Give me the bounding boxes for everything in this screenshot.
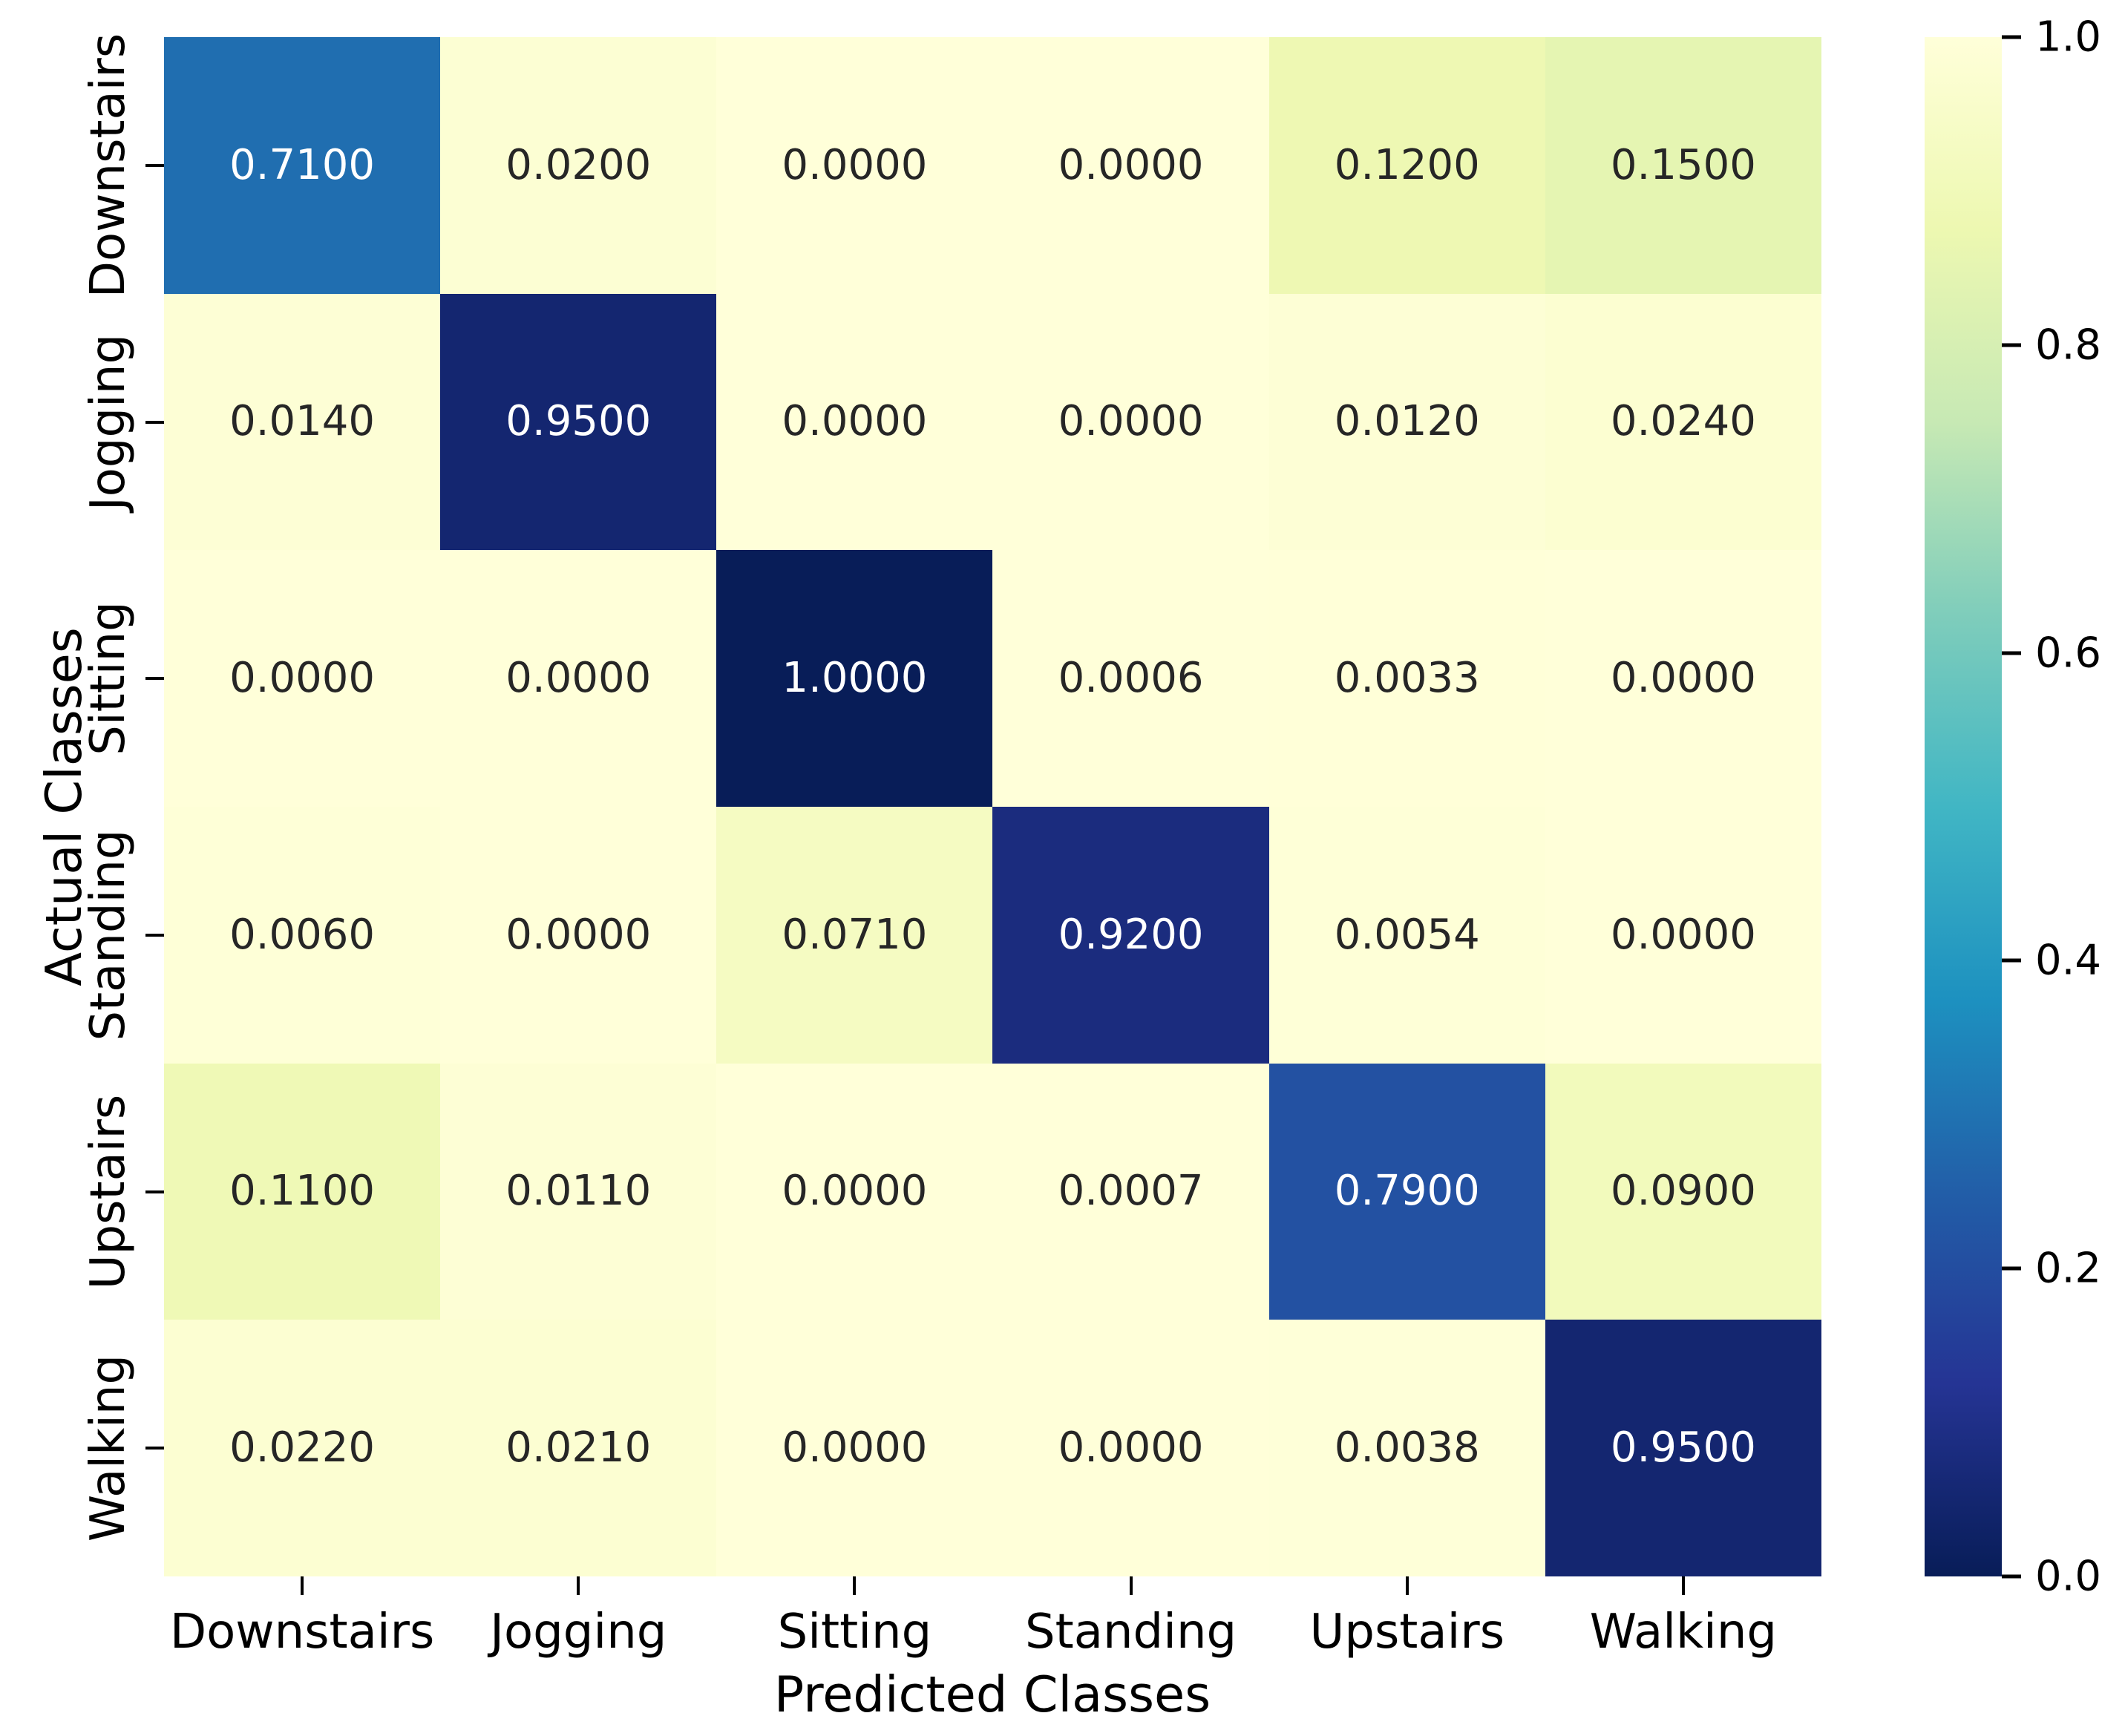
heatmap-cell-Sitting-Jogging: 0.0000 <box>440 550 717 807</box>
heatmap-cell-Jogging-Standing: 0.0000 <box>992 293 1269 551</box>
heatmap-cell-Walking-Sitting: 0.0000 <box>716 1320 993 1576</box>
y-tick-mark-Jogging <box>145 420 164 424</box>
heatmap-cell-Downstairs-Walking: 0.1500 <box>1545 37 1821 294</box>
heatmap-cell-Sitting-Standing: 0.0006 <box>992 550 1269 807</box>
colorbar-tick-label-0.8: 0.8 <box>2035 321 2102 370</box>
x-tick-label-Jogging: Jogging <box>490 1605 667 1660</box>
x-tick-mark-Upstairs <box>1405 1576 1409 1595</box>
heatmap-cell-Standing-Jogging: 0.0000 <box>440 806 717 1064</box>
heatmap-cell-Jogging-Jogging: 0.9500 <box>440 293 717 551</box>
heatmap-cell-Upstairs-Walking: 0.0900 <box>1545 1063 1821 1320</box>
heatmap-cell-Upstairs-Jogging: 0.0110 <box>440 1063 717 1320</box>
colorbar-tick-mark-0.4 <box>2002 958 2021 963</box>
x-axis-title: Predicted Classes <box>773 1665 1211 1723</box>
x-tick-label-Standing: Standing <box>1025 1605 1237 1660</box>
colorbar-tick-mark-0.0 <box>2002 1574 2021 1579</box>
colorbar-tick-label-0.6: 0.6 <box>2035 629 2102 678</box>
heatmap-cell-Sitting-Walking: 0.0000 <box>1545 550 1821 807</box>
heatmap-cell-Upstairs-Standing: 0.0007 <box>992 1063 1269 1320</box>
heatmap-grid: 0.7100 0.0200 0.0000 0.0000 0.1200 0.1500 0.01… <box>164 37 1821 1576</box>
heatmap-cell-Standing-Sitting: 0.0710 <box>716 806 993 1064</box>
heatmap-cell-Standing-Downstairs: 0.0060 <box>164 806 441 1064</box>
x-tick-mark-Sitting <box>853 1576 857 1595</box>
heatmap-cell-Jogging-Downstairs: 0.0140 <box>164 293 441 551</box>
heatmap-cell-Downstairs-Jogging: 0.0200 <box>440 37 717 294</box>
x-tick-mark-Standing <box>1129 1576 1133 1595</box>
colorbar-tick-label-0.4: 0.4 <box>2035 936 2102 985</box>
heatmap-cell-Sitting-Upstairs: 0.0033 <box>1268 550 1545 807</box>
y-tick-mark-Standing <box>145 933 164 937</box>
heatmap-cell-Downstairs-Upstairs: 0.1200 <box>1268 37 1545 294</box>
heatmap-cell-Walking-Downstairs: 0.0220 <box>164 1320 441 1576</box>
x-tick-label-Downstairs: Downstairs <box>169 1605 435 1660</box>
heatmap-cell-Walking-Jogging: 0.0210 <box>440 1320 717 1576</box>
heatmap-cell-Downstairs-Sitting: 0.0000 <box>716 37 993 294</box>
heatmap-cell-Sitting-Sitting: 1.0000 <box>716 550 993 807</box>
colorbar-tick-label-0.2: 0.2 <box>2035 1244 2102 1293</box>
heatmap-cell-Upstairs-Downstairs: 0.1100 <box>164 1063 441 1320</box>
heatmap-cell-Upstairs-Upstairs: 0.7900 <box>1268 1063 1545 1320</box>
colorbar-tick-mark-0.8 <box>2002 343 2021 347</box>
x-tick-label-Upstairs: Upstairs <box>1309 1605 1505 1660</box>
heatmap-cell-Upstairs-Sitting: 0.0000 <box>716 1063 993 1320</box>
heatmap-cell-Jogging-Walking: 0.0240 <box>1545 293 1821 551</box>
y-axis-title: Actual Classes <box>35 627 93 986</box>
colorbar <box>1925 37 2002 1576</box>
heatmap-cell-Downstairs-Downstairs: 0.7100 <box>164 37 441 294</box>
y-tick-label-Downstairs: Downstairs <box>81 33 136 298</box>
y-tick-label-Upstairs: Upstairs <box>81 1094 136 1289</box>
colorbar-tick-mark-0.6 <box>2002 651 2021 655</box>
y-tick-label-Jogging: Jogging <box>81 333 136 511</box>
x-tick-label-Walking: Walking <box>1589 1605 1778 1660</box>
heatmap-cell-Standing-Upstairs: 0.0054 <box>1268 806 1545 1064</box>
y-tick-mark-Downstairs <box>145 163 164 167</box>
heatmap-cell-Jogging-Sitting: 0.0000 <box>716 293 993 551</box>
colorbar-tick-mark-0.2 <box>2002 1266 2021 1271</box>
heatmap-cell-Walking-Standing: 0.0000 <box>992 1320 1269 1576</box>
x-tick-label-Sitting: Sitting <box>777 1605 932 1660</box>
y-tick-mark-Sitting <box>145 677 164 681</box>
heatmap-cell-Sitting-Downstairs: 0.0000 <box>164 550 441 807</box>
x-tick-mark-Walking <box>1681 1576 1685 1595</box>
heatmap-cell-Downstairs-Standing: 0.0000 <box>992 37 1269 294</box>
heatmap-cell-Walking-Walking: 0.9500 <box>1545 1320 1821 1576</box>
heatmap-cell-Standing-Standing: 0.9200 <box>992 806 1269 1064</box>
heatmap-cell-Jogging-Upstairs: 0.0120 <box>1268 293 1545 551</box>
heatmap-cell-Walking-Upstairs: 0.0038 <box>1268 1320 1545 1576</box>
x-tick-mark-Downstairs <box>301 1576 304 1595</box>
colorbar-tick-label-0.0: 0.0 <box>2035 1552 2102 1601</box>
colorbar-tick-label-1.0: 1.0 <box>2035 13 2102 62</box>
y-tick-mark-Upstairs <box>145 1190 164 1193</box>
x-tick-mark-Jogging <box>577 1576 580 1595</box>
y-tick-label-Walking: Walking <box>81 1355 136 1542</box>
y-tick-mark-Walking <box>145 1447 164 1450</box>
colorbar-tick-mark-1.0 <box>2002 35 2021 39</box>
heatmap-cell-Standing-Walking: 0.0000 <box>1545 806 1821 1064</box>
